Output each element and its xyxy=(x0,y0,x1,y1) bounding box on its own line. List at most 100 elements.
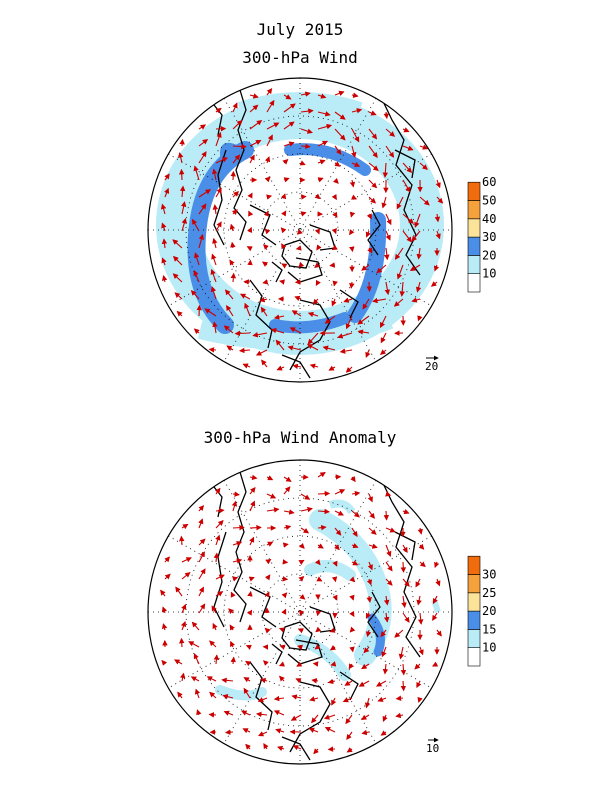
wind-vector xyxy=(204,308,217,317)
wind-vector xyxy=(368,128,378,140)
wind-vector xyxy=(315,279,321,286)
wind-vector xyxy=(385,145,395,158)
wind-vector xyxy=(419,561,426,568)
meridian-line xyxy=(223,480,377,744)
wind-vector xyxy=(376,264,387,274)
wind-vector xyxy=(292,745,302,751)
wind-vector xyxy=(328,365,336,371)
wind-vector xyxy=(400,680,407,692)
wind-vector xyxy=(231,209,238,216)
wind-vector xyxy=(330,661,337,667)
wind-vector xyxy=(266,541,274,547)
wind-vector xyxy=(191,218,200,232)
wind-vector xyxy=(262,279,269,285)
wind-vector xyxy=(181,557,192,563)
anomaly-map: 10 15 20 25 30 10 xyxy=(147,459,496,765)
wind-vector xyxy=(212,622,218,631)
wind-vector xyxy=(329,627,336,633)
wind-vector xyxy=(176,310,183,317)
wind-vector xyxy=(193,269,200,283)
wind-vector xyxy=(161,222,167,232)
wind-vector xyxy=(350,476,356,483)
wind-vector xyxy=(296,229,303,235)
wind-vector xyxy=(178,168,185,181)
wind-vector xyxy=(415,578,421,588)
legend-color-swatch xyxy=(467,255,481,274)
wind-vector xyxy=(172,239,183,249)
wind-vector xyxy=(418,646,424,656)
wind-vector xyxy=(215,221,222,232)
wind-vector xyxy=(210,286,217,300)
wind-vector xyxy=(382,714,388,722)
wind-vector xyxy=(194,688,201,699)
wind-vector xyxy=(291,694,302,700)
wind-vector xyxy=(348,663,354,670)
wind-vector xyxy=(177,691,183,699)
wind-vector xyxy=(385,230,391,241)
wind-vector xyxy=(384,247,390,261)
wind-vector xyxy=(266,194,273,200)
legend-label: 10 xyxy=(482,267,496,281)
wind-vector xyxy=(349,211,356,218)
wind-vector xyxy=(436,196,444,204)
wind-vector xyxy=(349,179,356,188)
wind-vector xyxy=(399,281,405,297)
wind-vector xyxy=(298,610,305,617)
wind-vector xyxy=(209,640,217,648)
wind-vector xyxy=(351,490,361,497)
wind-vector xyxy=(317,543,324,549)
wind-vector xyxy=(273,695,285,702)
wind-vector xyxy=(357,329,370,335)
wind-vector xyxy=(282,542,289,548)
wind-vector xyxy=(351,560,359,566)
wind-vector xyxy=(351,128,360,143)
wind-vector xyxy=(249,474,258,481)
wind-vector xyxy=(208,712,217,718)
wind-vector xyxy=(229,624,235,631)
wind-vector xyxy=(273,314,285,320)
wind-vector xyxy=(196,709,202,716)
wind-vector xyxy=(351,543,359,549)
wind-vector xyxy=(226,345,234,351)
wind-vector xyxy=(317,140,329,147)
wind-vector xyxy=(181,523,189,530)
anomaly-map-reference-vector: 10 xyxy=(426,737,439,755)
wind-vector xyxy=(244,302,251,317)
wind-vector xyxy=(298,261,305,268)
wind-vector xyxy=(351,92,359,98)
wind-vector xyxy=(247,226,253,234)
wind-vector xyxy=(212,204,219,215)
wind-vector xyxy=(266,122,280,130)
wind-vector xyxy=(232,143,247,150)
wind-vector xyxy=(281,263,288,269)
wind-vector xyxy=(266,507,280,513)
wind-vector xyxy=(311,678,319,684)
wind-vector xyxy=(266,134,273,147)
wind-vector xyxy=(283,476,292,482)
wind-vector xyxy=(232,491,240,497)
legend-label: 15 xyxy=(482,622,496,636)
legend-color-swatch xyxy=(467,236,481,256)
wind-vector xyxy=(368,196,377,204)
wind-vector xyxy=(416,595,422,606)
wind-vector xyxy=(255,349,268,356)
wind-vector xyxy=(385,213,392,226)
wind-vector xyxy=(230,640,236,648)
legend-label: 50 xyxy=(482,194,496,208)
wind-vector xyxy=(161,275,168,283)
wind-vector xyxy=(283,524,292,531)
wind-vector xyxy=(380,349,387,355)
wind-vector xyxy=(368,145,378,158)
wind-vector xyxy=(317,508,330,515)
wind-vector xyxy=(339,348,353,354)
wind-vector xyxy=(385,561,393,572)
legend-label: 25 xyxy=(482,586,496,600)
wind-vector xyxy=(249,104,259,113)
wind-vector xyxy=(314,193,321,200)
wind-vector xyxy=(230,656,236,665)
wind-vector xyxy=(232,119,243,130)
wind-vector xyxy=(230,272,237,283)
wind-vector xyxy=(211,605,217,614)
wind-vector xyxy=(283,121,295,130)
wind-vector xyxy=(402,612,410,623)
